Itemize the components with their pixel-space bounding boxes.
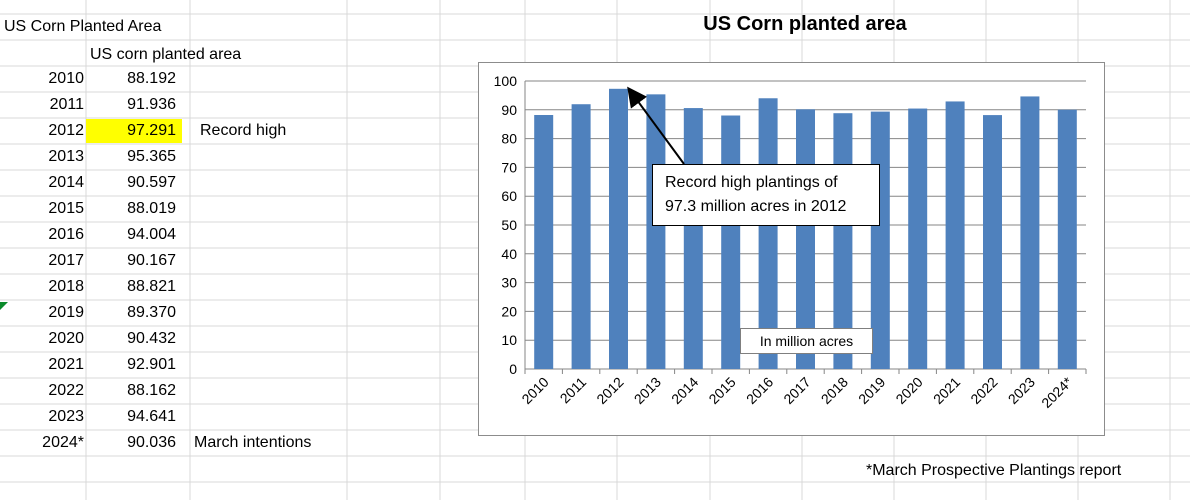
value-cell[interactable]: 97.291: [86, 119, 182, 143]
bar[interactable]: [721, 115, 741, 369]
year-cell[interactable]: 2015: [48, 200, 84, 217]
note-cell[interactable]: Record high: [200, 122, 287, 139]
y-tick-label: 30: [501, 275, 517, 291]
y-tick-label: 40: [501, 246, 517, 262]
x-tick-label: 2017: [780, 374, 813, 407]
x-tick-label: 2011: [557, 374, 590, 407]
year-cell[interactable]: 2012: [48, 122, 84, 139]
value-cell[interactable]: 88.162: [127, 382, 176, 399]
year-cell[interactable]: 2013: [48, 148, 84, 165]
bar[interactable]: [983, 115, 1002, 369]
unit-label[interactable]: In million acres: [740, 328, 873, 354]
value-cell[interactable]: 90.036: [127, 434, 176, 451]
y-tick-label: 70: [501, 159, 517, 175]
annotation-line-2: 97.3 million acres in 2012: [665, 198, 847, 215]
bar[interactable]: [646, 94, 666, 369]
year-cell[interactable]: 2022: [48, 382, 84, 399]
year-cell[interactable]: 2010: [48, 70, 84, 87]
y-tick-label: 60: [501, 188, 517, 204]
x-tick-label: 2014: [668, 374, 701, 407]
year-cell[interactable]: 2017: [48, 252, 84, 269]
bar[interactable]: [609, 88, 628, 370]
annotation-line-1: Record high plantings of: [665, 174, 838, 191]
value-cell[interactable]: 89.370: [127, 304, 176, 321]
value-cell[interactable]: 95.365: [127, 148, 176, 165]
value-cell[interactable]: 92.901: [127, 356, 176, 373]
x-tick-label: 2016: [743, 374, 776, 407]
year-cell[interactable]: 2018: [48, 278, 84, 295]
x-tick-label: 2018: [818, 374, 851, 407]
value-cell[interactable]: 88.019: [127, 200, 176, 217]
error-indicator-icon: [0, 302, 8, 310]
bar[interactable]: [1057, 109, 1077, 369]
bar[interactable]: [870, 111, 890, 370]
y-tick-label: 90: [501, 102, 517, 118]
note-cell[interactable]: March intentions: [194, 434, 312, 451]
column-header[interactable]: US corn planted area: [90, 46, 242, 63]
value-cell[interactable]: 94.641: [127, 408, 176, 425]
year-cell[interactable]: 2024*: [42, 434, 84, 451]
value-cell[interactable]: 88.821: [127, 278, 176, 295]
y-tick-label: 100: [494, 73, 518, 89]
year-cell[interactable]: 2020: [48, 330, 84, 347]
x-tick-label: 2020: [892, 374, 925, 407]
x-tick-label: 2013: [631, 374, 664, 407]
y-tick-label: 0: [509, 361, 517, 377]
value-cell[interactable]: 90.167: [127, 252, 176, 269]
bar[interactable]: [571, 104, 591, 370]
footnote: *March Prospective Plantings report: [866, 462, 1122, 479]
value-cell[interactable]: 90.597: [127, 174, 176, 191]
x-tick-label: 2023: [1005, 374, 1038, 407]
chart-title: US Corn planted area: [703, 13, 907, 35]
x-tick-label: 2022: [967, 374, 1000, 407]
bar[interactable]: [1020, 96, 1040, 369]
year-cell[interactable]: 2021: [48, 356, 84, 373]
bar[interactable]: [683, 108, 703, 370]
year-cell[interactable]: 2014: [48, 174, 84, 191]
year-cell[interactable]: 2023: [48, 408, 84, 425]
value-cell[interactable]: 88.192: [127, 70, 176, 87]
value-cell[interactable]: 94.004: [127, 226, 176, 243]
year-cell[interactable]: 2016: [48, 226, 84, 243]
x-tick-label: 2019: [855, 374, 888, 407]
y-tick-label: 10: [501, 332, 517, 348]
bar[interactable]: [534, 115, 554, 369]
sheet-title[interactable]: US Corn Planted Area: [4, 18, 162, 35]
year-cell[interactable]: 2011: [49, 96, 84, 113]
x-tick-label: 2015: [705, 374, 738, 407]
y-tick-label: 50: [501, 217, 517, 233]
y-tick-label: 20: [501, 303, 517, 319]
chart-area[interactable]: 0 10 20 30 40 50 60 70 80 90 100 2010 2011 2012 2013 20…: [478, 62, 1105, 436]
x-tick-label: 2024*: [1038, 373, 1076, 411]
value-cell[interactable]: 90.432: [127, 330, 176, 347]
bar[interactable]: [908, 108, 928, 369]
x-tick-label: 2021: [930, 374, 963, 407]
x-tick-label: 2010: [518, 374, 551, 407]
x-tick-label: 2012: [593, 374, 626, 407]
bar[interactable]: [945, 101, 965, 369]
value-cell[interactable]: 91.936: [127, 96, 176, 113]
year-cell[interactable]: 2019: [48, 304, 84, 321]
y-tick-label: 80: [501, 131, 517, 147]
annotation-callout[interactable]: Record high plantings of 97.3 million ac…: [652, 164, 880, 226]
